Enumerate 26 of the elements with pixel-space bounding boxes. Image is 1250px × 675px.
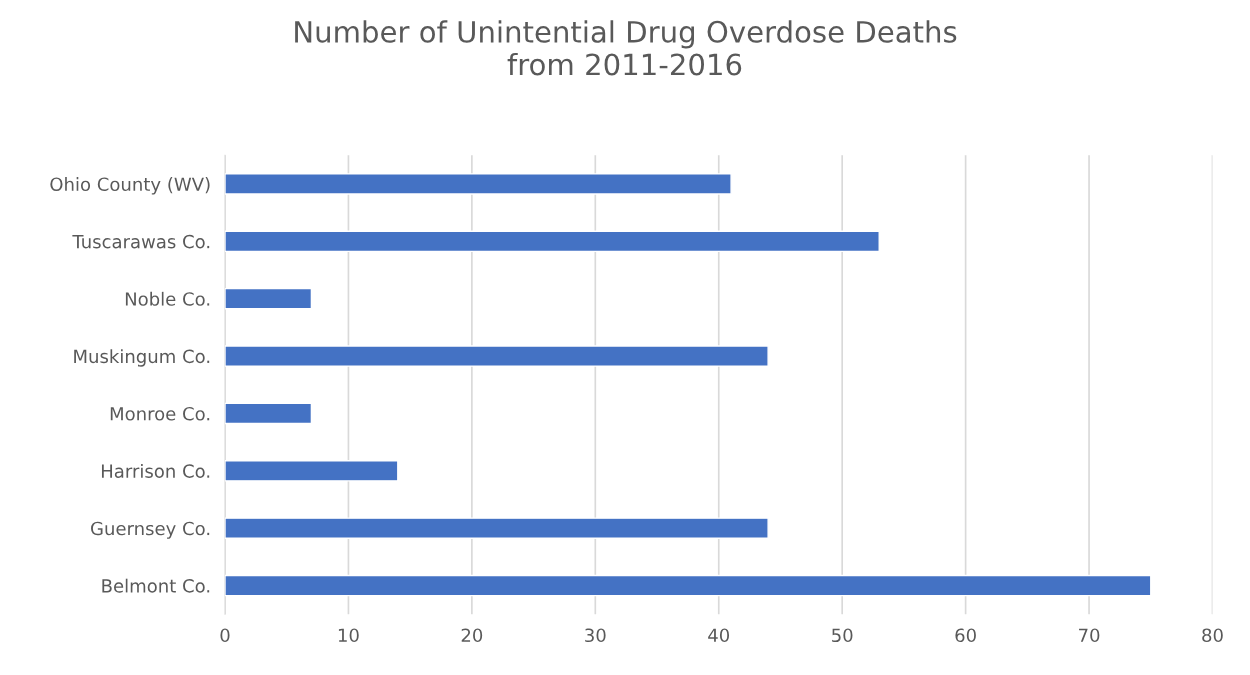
y-tick-label: Guernsey Co. [91, 521, 210, 539]
y-tick-label: Belmont Co. [102, 578, 210, 593]
y-tick-label: Ohio County (WV) [50, 177, 210, 195]
x-tick-label: 10 [338, 628, 359, 643]
x-tick-label: 20 [461, 628, 483, 643]
y-tick-label: Muskingum Co. [74, 349, 210, 367]
x-tick-label: 40 [708, 628, 730, 643]
x-tick-label: 80 [1202, 628, 1223, 643]
x-tick-label: 50 [832, 628, 853, 643]
y-tick-label: Tuscarawas Co. [72, 234, 210, 249]
chart-title: Number of Unintential Drug Overdose Deaths from 2011-2016 [295, 20, 957, 76]
bar [225, 460, 399, 482]
bar [225, 402, 313, 425]
bar [225, 574, 1152, 597]
x-tick-label: 70 [1079, 628, 1100, 643]
bar [225, 287, 313, 310]
bar [225, 230, 880, 253]
bar [225, 173, 732, 195]
y-tick-label: Noble Co. [125, 291, 210, 306]
bar [225, 345, 769, 367]
x-tick-label: 60 [955, 628, 976, 643]
x-tick-label: 30 [585, 628, 606, 643]
x-tick-label: 0 [220, 628, 230, 643]
y-tick-label: Monroe Co. [110, 406, 210, 421]
y-tick-label: Harrison Co. [101, 463, 210, 478]
bar [225, 517, 769, 539]
